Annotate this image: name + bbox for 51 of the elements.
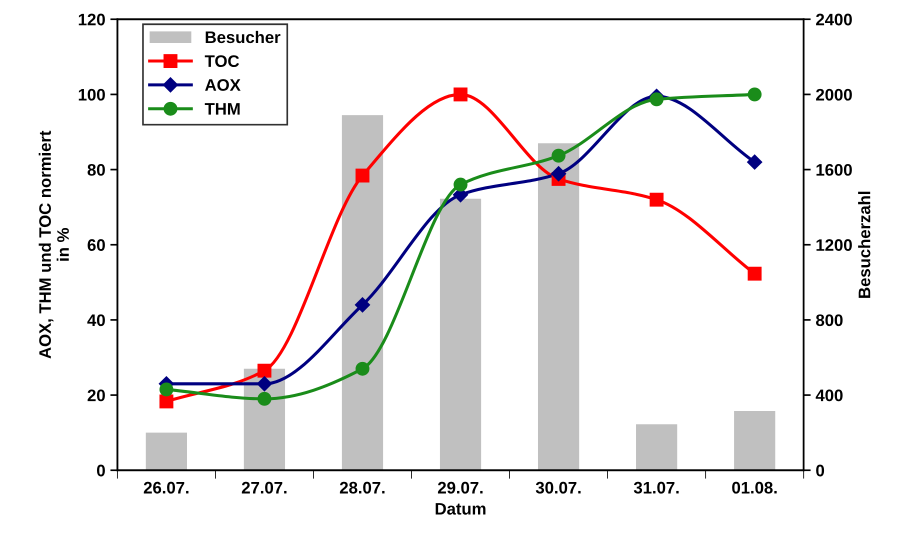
bar [146, 432, 187, 470]
x-tick-label: 01.08. [732, 482, 777, 494]
point [650, 192, 664, 207]
x-tick-label: 29.07. [438, 482, 483, 494]
y-tick-label: 80 [88, 164, 105, 176]
point [748, 266, 762, 281]
y2-tick-label: 2000 [816, 88, 852, 101]
y2-tick-label: 1200 [816, 239, 852, 251]
y2-tick-label: 2400 [816, 14, 852, 26]
point [258, 392, 272, 406]
point [354, 297, 370, 312]
x-tick-label: 28.07. [340, 482, 385, 494]
y-tick-label: 100 [78, 88, 105, 101]
y-tick-label: 0 [96, 464, 105, 476]
legend-label: Besucher [206, 30, 280, 44]
y2-tick-label: 1600 [816, 164, 852, 176]
y2-tick-label: 0 [816, 464, 824, 476]
x-tick-label: 30.07. [536, 482, 581, 494]
point [454, 87, 468, 102]
x-tick-label: 26.07. [144, 482, 188, 494]
point [650, 92, 664, 106]
point [356, 362, 370, 376]
bar [636, 424, 678, 470]
point [256, 376, 272, 392]
bar [440, 198, 482, 470]
y2-tick-label: 400 [816, 389, 843, 402]
point [356, 168, 370, 183]
point [454, 178, 468, 192]
x-tick-label: 27.07. [242, 482, 286, 494]
point [747, 154, 762, 170]
y2-axis-title: Besucherzahl [858, 192, 870, 298]
legend-label: AOX [205, 79, 241, 91]
legend-label: THM [204, 103, 240, 115]
bar [538, 143, 580, 470]
y-axis-title: AOX, THM und TOC normiert in % [38, 130, 69, 359]
y-tick-label: 120 [78, 14, 105, 26]
point [159, 382, 174, 396]
point [159, 394, 174, 408]
y-tick-label: 40 [87, 314, 105, 326]
y2-tick-label: 800 [816, 314, 843, 326]
point [258, 364, 272, 378]
x-tick-label: 31.07. [634, 482, 679, 494]
bar [734, 411, 776, 470]
point [748, 87, 762, 102]
x-axis-title: Datum [436, 503, 486, 515]
y-tick-label: 60 [88, 239, 105, 251]
point [551, 166, 566, 182]
bar [342, 115, 384, 470]
point [552, 148, 566, 163]
legend-label: TOC [204, 55, 240, 68]
y-tick-label: 20 [88, 389, 105, 402]
